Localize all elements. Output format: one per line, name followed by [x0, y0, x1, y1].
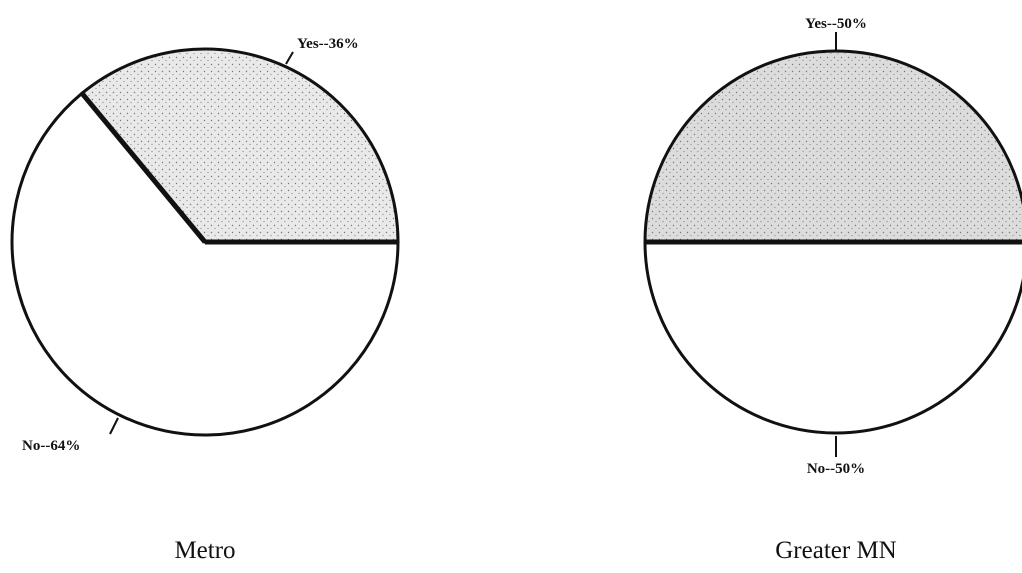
- radius-metro-end: [80, 91, 207, 244]
- slice-label-metro-yes: Yes--36%: [297, 36, 359, 52]
- slice-label-greater-mn-no: No--50%: [807, 461, 865, 477]
- slice-metro-yes-texture: [83, 51, 396, 242]
- slice-metro-no: [10, 91, 400, 437]
- leader-metro-yes: [285, 51, 294, 65]
- chart-title-greater-mn: Greater MN: [775, 537, 896, 564]
- chart-title-metro: Metro: [174, 537, 235, 564]
- slice-label-greater-mn-yes: Yes--50%: [805, 16, 867, 32]
- slice-greater-mn-yes-texture: [647, 53, 1022, 242]
- pie-metro: Yes--36% No--64% Metro: [10, 36, 400, 564]
- leader-metro-no: [109, 417, 119, 435]
- pie-greater-mn: Yes--50% No--50% Greater MN: [643, 16, 1022, 564]
- slice-greater-mn-no: [643, 240, 1022, 435]
- slice-label-metro-no: No--64%: [22, 438, 80, 454]
